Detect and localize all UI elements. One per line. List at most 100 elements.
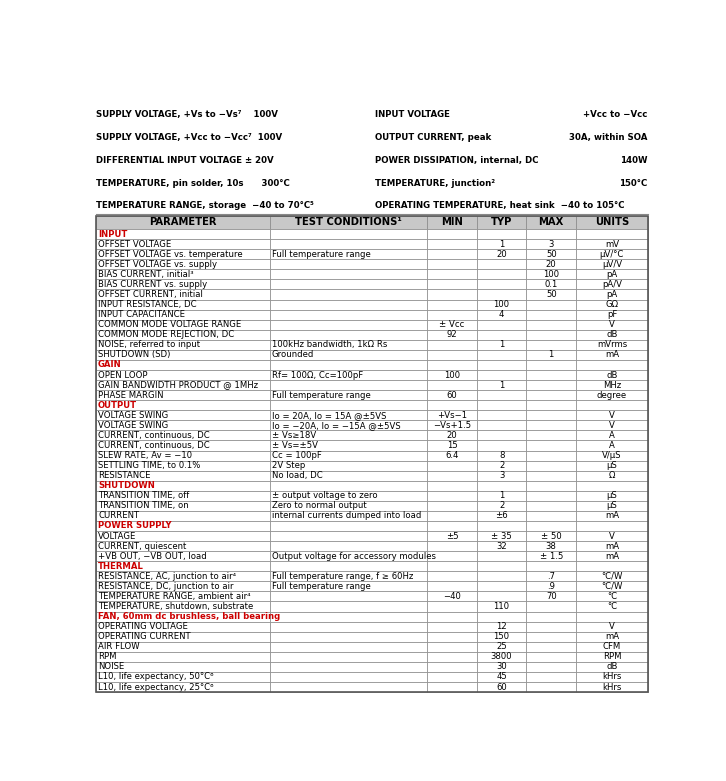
Bar: [427, 682, 477, 692]
Bar: [270, 531, 427, 541]
Bar: [576, 480, 648, 490]
Text: 45: 45: [497, 672, 507, 682]
Bar: [526, 672, 576, 682]
Bar: [97, 440, 270, 451]
Bar: [526, 451, 576, 461]
Bar: [526, 269, 576, 280]
Text: UNITS: UNITS: [595, 217, 629, 227]
Text: OFFSET CURRENT, initial: OFFSET CURRENT, initial: [98, 290, 203, 299]
Bar: [576, 360, 648, 370]
Text: Full temperature range: Full temperature range: [272, 582, 370, 591]
Text: INPUT: INPUT: [98, 230, 128, 238]
Text: 15: 15: [446, 441, 457, 450]
Text: ± Vcc: ± Vcc: [439, 320, 465, 329]
Bar: [576, 280, 648, 290]
Bar: [477, 269, 526, 280]
Bar: [427, 461, 477, 471]
Text: NOISE: NOISE: [98, 662, 124, 672]
Bar: [427, 259, 477, 269]
Bar: [526, 551, 576, 562]
Text: BIAS CURRENT vs. supply: BIAS CURRENT vs. supply: [98, 280, 207, 289]
Text: Rf= 100Ω, Cc=100pF: Rf= 100Ω, Cc=100pF: [272, 370, 363, 380]
Bar: [270, 410, 427, 420]
Text: TEMPERATURE RANGE, ambient air⁴: TEMPERATURE RANGE, ambient air⁴: [98, 592, 250, 601]
Text: VOLTAGE SWING: VOLTAGE SWING: [98, 411, 168, 419]
Bar: [97, 682, 270, 692]
Bar: [576, 340, 648, 350]
Bar: [576, 330, 648, 340]
Text: ±5: ±5: [446, 532, 458, 540]
Bar: [576, 400, 648, 410]
Bar: [427, 642, 477, 652]
Bar: [270, 269, 427, 280]
Text: 150: 150: [494, 633, 510, 641]
Bar: [270, 216, 427, 229]
Bar: [526, 350, 576, 360]
Bar: [477, 551, 526, 562]
Text: TYP: TYP: [491, 217, 513, 227]
Bar: [97, 259, 270, 269]
Text: pA/V: pA/V: [602, 280, 622, 289]
Bar: [97, 309, 270, 319]
Bar: [477, 451, 526, 461]
Bar: [526, 501, 576, 511]
Text: 70: 70: [546, 592, 557, 601]
Bar: [427, 652, 477, 662]
Text: 30A, within SOA: 30A, within SOA: [569, 133, 648, 142]
Text: 92: 92: [446, 330, 457, 339]
Bar: [427, 480, 477, 490]
Text: INPUT CAPACITANCE: INPUT CAPACITANCE: [98, 310, 185, 319]
Bar: [526, 511, 576, 521]
Bar: [97, 370, 270, 380]
Bar: [427, 360, 477, 370]
Text: OPEN LOOP: OPEN LOOP: [98, 370, 147, 380]
Bar: [270, 571, 427, 581]
Text: 30: 30: [497, 662, 507, 672]
Text: mA: mA: [605, 351, 619, 359]
Text: pA: pA: [606, 270, 618, 279]
Text: GAIN BANDWIDTH PRODUCT @ 1MHz: GAIN BANDWIDTH PRODUCT @ 1MHz: [98, 380, 258, 390]
Bar: [477, 642, 526, 652]
Text: OUTPUT CURRENT, peak: OUTPUT CURRENT, peak: [375, 133, 492, 142]
Text: mA: mA: [605, 542, 619, 551]
Text: INPUT RESISTANCE, DC: INPUT RESISTANCE, DC: [98, 300, 197, 309]
Text: RESISTANCE: RESISTANCE: [98, 471, 150, 480]
Bar: [97, 290, 270, 300]
Bar: [576, 551, 648, 562]
Text: FAN, 60mm dc brushless, ball bearing: FAN, 60mm dc brushless, ball bearing: [98, 612, 280, 621]
Bar: [427, 400, 477, 410]
Bar: [427, 571, 477, 581]
Bar: [526, 300, 576, 309]
Bar: [477, 390, 526, 400]
Text: kHrs: kHrs: [603, 672, 621, 682]
Text: 20: 20: [546, 260, 557, 269]
Bar: [477, 410, 526, 420]
Bar: [576, 490, 648, 501]
Text: SUPPLY VOLTAGE, +Vcc to −Vcc⁷  100V: SUPPLY VOLTAGE, +Vcc to −Vcc⁷ 100V: [97, 133, 282, 142]
Bar: [97, 652, 270, 662]
Bar: [97, 662, 270, 672]
Bar: [97, 461, 270, 471]
Bar: [576, 300, 648, 309]
Text: 12: 12: [497, 622, 507, 631]
Text: SETTLING TIME, to 0.1%: SETTLING TIME, to 0.1%: [98, 461, 200, 470]
Bar: [576, 410, 648, 420]
Text: TRANSITION TIME, on: TRANSITION TIME, on: [98, 501, 189, 510]
Bar: [427, 249, 477, 259]
Bar: [427, 309, 477, 319]
Text: CURRENT, continuous, DC: CURRENT, continuous, DC: [98, 431, 210, 440]
Text: TRANSITION TIME, off: TRANSITION TIME, off: [98, 491, 189, 501]
Bar: [477, 330, 526, 340]
Text: °C: °C: [607, 592, 617, 601]
Bar: [477, 350, 526, 360]
Text: internal currents dumped into load: internal currents dumped into load: [272, 512, 421, 520]
Bar: [477, 652, 526, 662]
Bar: [97, 280, 270, 290]
Text: A: A: [609, 431, 615, 440]
Bar: [427, 440, 477, 451]
Bar: [576, 229, 648, 239]
Bar: [97, 269, 270, 280]
Bar: [270, 601, 427, 612]
Bar: [270, 511, 427, 521]
Text: dB: dB: [606, 662, 618, 672]
